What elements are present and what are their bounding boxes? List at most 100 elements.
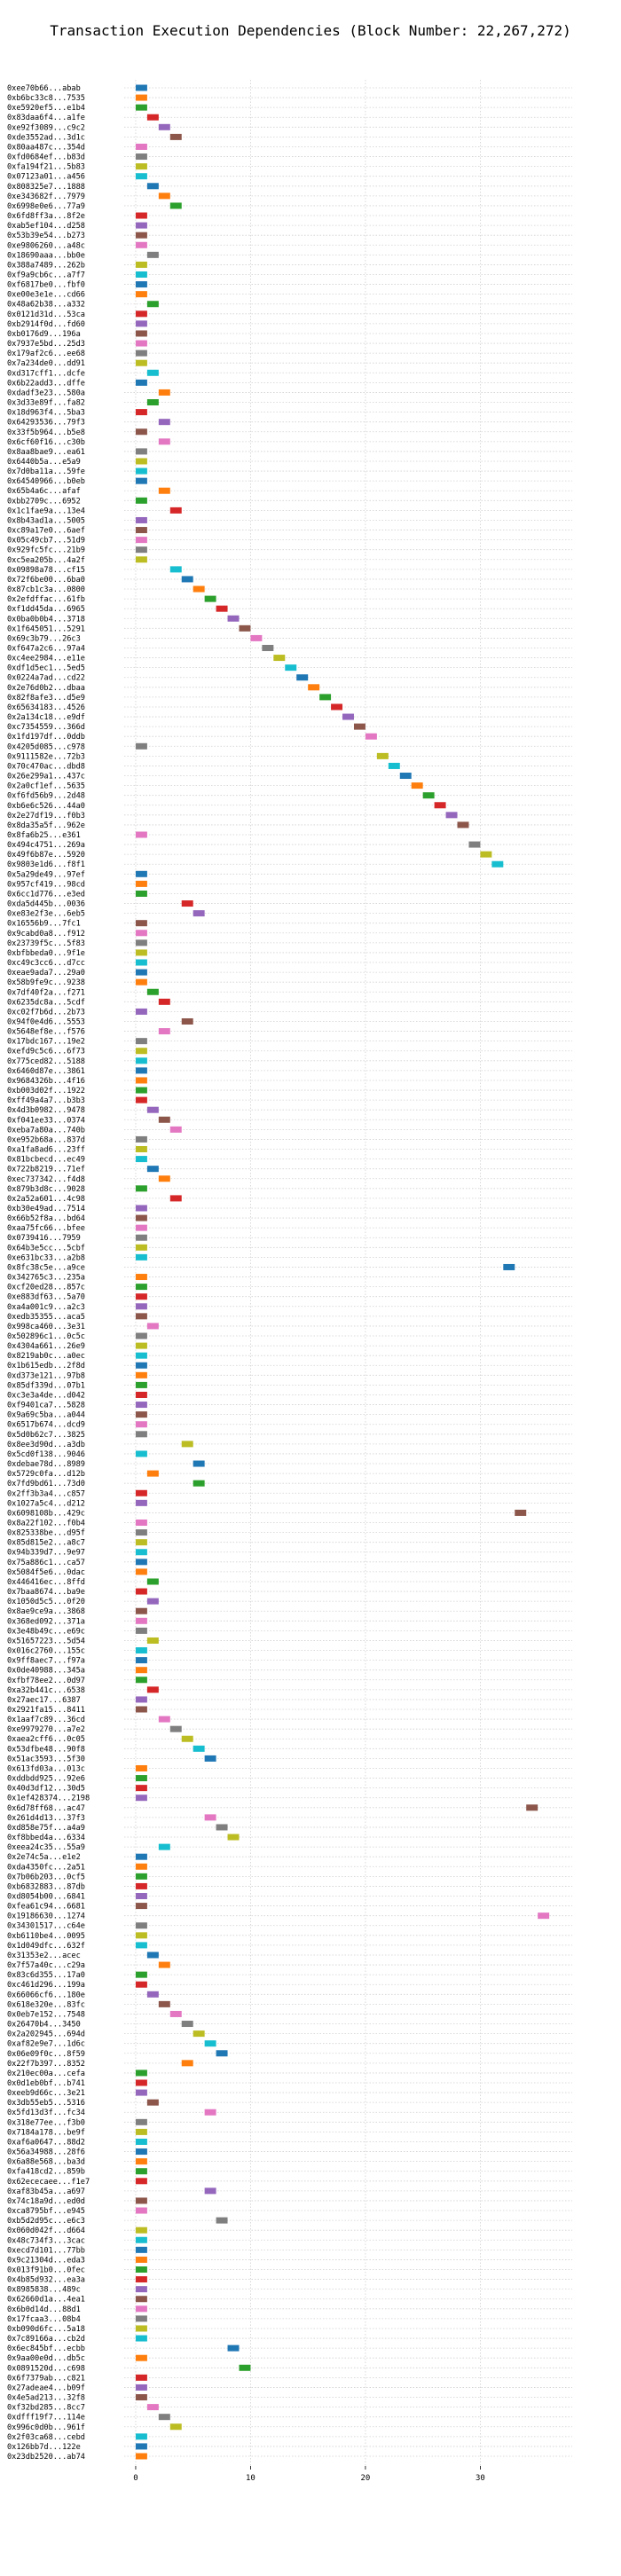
transaction-bar — [239, 624, 251, 632]
transaction-bar — [158, 487, 170, 494]
grid-lines — [124, 80, 572, 2466]
transaction-label: 0x9cabd0a8...f912 — [7, 930, 85, 939]
transaction-bar — [135, 1785, 147, 1792]
transaction-bar — [135, 173, 147, 180]
transaction-label: 0xe9979270...a7e2 — [7, 1725, 85, 1734]
transaction-label: 0x2efdffac...61fb — [7, 595, 85, 604]
transaction-label: 0x5084f5e6...0dac — [7, 1568, 85, 1577]
transaction-bar — [135, 84, 147, 91]
transaction-label: 0x53b39e54...b273 — [7, 232, 85, 240]
transaction-label: 0xb5d2d95c...e6c3 — [7, 2217, 85, 2226]
transaction-bar — [146, 1106, 159, 1113]
transaction-label: 0xefd9c5c6...6f73 — [7, 1048, 85, 1056]
transaction-label: 0x56a34988...28f6 — [7, 2148, 85, 2157]
transaction-label: 0x1027a5c4...d212 — [7, 1499, 85, 1508]
transaction-label: 0x7a234de0...dd91 — [7, 359, 85, 368]
transaction-label: 0xe00e3e1e...cd66 — [7, 291, 85, 300]
transaction-bar — [296, 674, 309, 681]
transaction-bar — [135, 537, 147, 544]
transaction-bar — [135, 349, 147, 357]
transaction-bar — [365, 733, 377, 740]
transaction-label: 0x65b4a6c...afaf — [7, 487, 81, 496]
transaction-bar — [135, 2453, 147, 2460]
transaction-bar — [376, 752, 389, 759]
transaction-bar — [135, 1381, 147, 1388]
transaction-label: 0xb6832883...87db — [7, 1882, 85, 1891]
transaction-label: 0xfea61c94...6681 — [7, 1903, 85, 1912]
transaction-bar — [135, 330, 147, 337]
transaction-bar — [135, 1391, 147, 1398]
transaction-label: 0xf6fd56b9...2d48 — [7, 792, 85, 801]
transaction-label: 0x0121d31d...53ca — [7, 310, 85, 319]
transaction-label: 0x0224a7ad...cd22 — [7, 674, 85, 683]
transaction-bar — [308, 684, 320, 691]
transaction-bar — [135, 497, 147, 504]
transaction-label: 0x70c470ac...dbd8 — [7, 762, 85, 771]
transaction-label: 0x26e299a1...437c — [7, 773, 85, 781]
x-tick-label: 20 — [361, 2474, 371, 2483]
transaction-label: 0x17fcaa3...08b4 — [7, 2315, 81, 2324]
transaction-label: 0x09898a78...cf15 — [7, 566, 85, 575]
transaction-bar — [135, 546, 147, 554]
transaction-bar — [135, 1008, 147, 1015]
transaction-label: 0x808325e7...1888 — [7, 183, 85, 192]
transaction-label: 0xfbf78ee2...0d97 — [7, 1677, 85, 1685]
transaction-bar — [135, 458, 147, 465]
transaction-bar — [135, 742, 147, 750]
transaction-label: 0x261d4d13...37f3 — [7, 1814, 85, 1823]
transaction-label: 0x83c6d355...17a0 — [7, 1971, 85, 1980]
transaction-label: 0x7fd9bd61...73d0 — [7, 1480, 85, 1488]
transaction-label: 0x65634183...4526 — [7, 703, 85, 712]
transaction-label: 0x722b8219...71ef — [7, 1166, 85, 1174]
transaction-bar — [319, 694, 332, 701]
transaction-label: 0x7d0ba11a...59fe — [7, 467, 85, 476]
transaction-bar — [135, 1489, 147, 1496]
transaction-bar — [181, 2021, 193, 2028]
transaction-bar — [135, 969, 147, 976]
transaction-label: 0x0891520d...c698 — [7, 2364, 85, 2373]
transaction-bar — [135, 2374, 147, 2381]
transaction-bar — [135, 241, 147, 248]
transaction-bar — [135, 320, 147, 327]
transaction-bar — [135, 2178, 147, 2185]
transaction-bar — [135, 516, 147, 523]
transaction-bar — [250, 634, 263, 641]
transaction-bar — [135, 104, 147, 111]
transaction-label: 0x8fc38c5e...a9ce — [7, 1263, 85, 1272]
transaction-label: 0x6440b5a...e5a9 — [7, 458, 81, 467]
transaction-bar — [135, 930, 147, 937]
transaction-label: 0x929fc5fc...21b9 — [7, 546, 85, 555]
transaction-label: 0x494c4751...269a — [7, 841, 85, 850]
transaction-label: 0x7937e5bd...25d3 — [7, 340, 85, 349]
transaction-label: 0x81bcbecd...ec49 — [7, 1156, 85, 1165]
transaction-label: 0x75a886c1...ca57 — [7, 1559, 85, 1567]
transaction-label: 0xd858e75f...a4a9 — [7, 1824, 85, 1833]
transaction-label: 0x8fa6b25...e361 — [7, 831, 81, 840]
transaction-bar — [135, 556, 147, 563]
transaction-label: 0x210ec00a...cefa — [7, 2069, 85, 2078]
transaction-bar — [135, 1588, 147, 1595]
transaction-bar — [146, 251, 159, 258]
transaction-label: 0x9803e1d6...f8f1 — [7, 860, 85, 869]
transaction-label: 0x5648ef8e...f576 — [7, 1028, 85, 1037]
transaction-bar — [135, 1234, 147, 1241]
transaction-label: 0x64540966...b0eb — [7, 477, 85, 486]
transaction-label: 0x9a69c5ba...a044 — [7, 1411, 85, 1420]
transaction-bar — [135, 1096, 147, 1103]
transaction-bar — [158, 1116, 170, 1123]
transaction-label: 0x126bb7d...122e — [7, 2443, 81, 2452]
transaction-bar — [158, 1843, 170, 1850]
transaction-label: 0x31353e2...acec — [7, 1952, 81, 1960]
transaction-label: 0x179af2c6...ee68 — [7, 349, 85, 358]
transaction-bar — [135, 261, 147, 268]
transaction-label: 0xab5ef104...d258 — [7, 222, 85, 231]
transaction-bar — [181, 1735, 193, 1742]
transaction-label: 0x48c734f3...3cac — [7, 2236, 85, 2245]
transaction-bar — [538, 1912, 550, 1920]
transaction-label: 0x51ac3593...5f30 — [7, 1755, 85, 1763]
transaction-bar — [445, 812, 458, 819]
transaction-bar — [135, 2394, 147, 2401]
transaction-bar — [135, 1135, 147, 1143]
transaction-label: 0xdadf3e23...580a — [7, 389, 85, 397]
